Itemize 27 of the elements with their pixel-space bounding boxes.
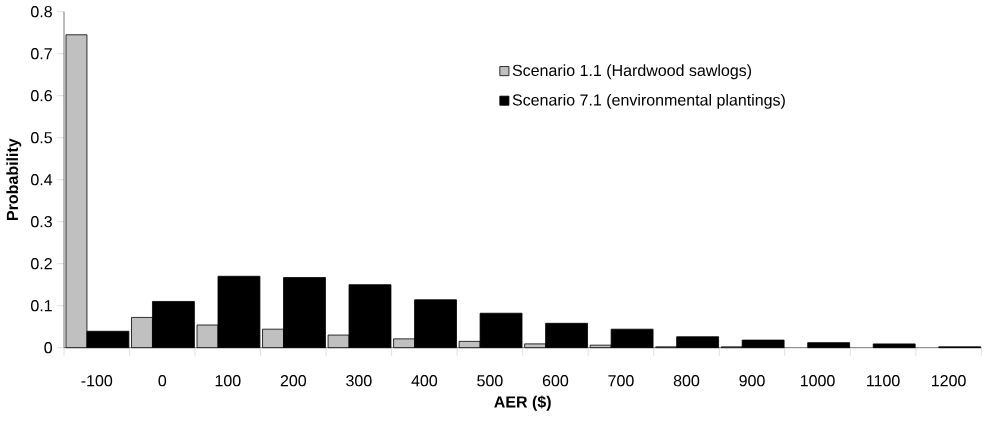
x-tick-label: -100 [81,375,113,387]
legend-label: Scenario 1.1 (Hardwood sawlogs) [512,64,752,80]
y-tick-label: 0.5 [31,132,52,144]
x-tick-label: 1200 [931,375,966,387]
x-tick-label: 900 [739,375,765,387]
x-tick-label: 300 [346,375,372,387]
x-tick-label: 500 [477,375,503,387]
y-tick-label: 0.2 [31,258,52,270]
x-tick-label: 800 [673,375,700,387]
x-axis-title: AER ($) [494,395,551,411]
y-tick-label: 0.3 [31,216,52,228]
x-tick-label: 1000 [800,375,835,387]
x-tick-label: 700 [608,375,634,387]
y-tick-label: 0 [44,342,53,354]
y-tick-label: 0.1 [31,300,52,312]
x-tick-label: 400 [411,375,438,387]
x-tick-label: 600 [542,375,569,387]
y-tick-label: 0.6 [31,90,52,102]
legend-label: Scenario 7.1 (environmental plantings) [512,93,785,109]
y-tick-label: 0.8 [31,6,52,18]
y-tick-label: 0.7 [31,48,52,60]
x-tick-label: 0 [158,375,167,387]
x-tick-label: 200 [280,375,307,387]
x-tick-label: 1100 [867,375,900,387]
x-tick-label: 100 [215,375,241,387]
y-tick-label: 0.4 [31,174,53,186]
y-axis-title: Probability [6,138,22,220]
